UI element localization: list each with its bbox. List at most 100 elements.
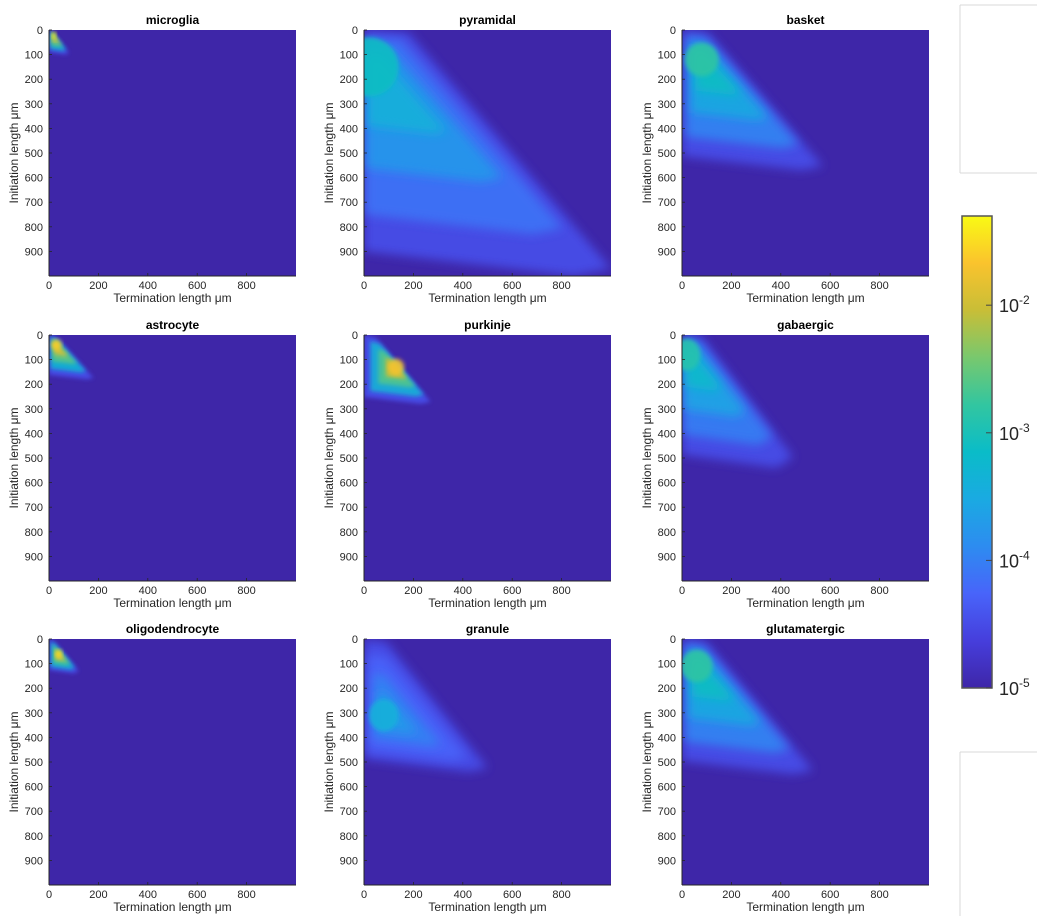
y-tick-label: 800 [25, 527, 43, 539]
y-tick-label: 900 [340, 551, 358, 563]
x-tick-label: 200 [404, 280, 422, 292]
y-tick-label: 800 [340, 222, 358, 234]
x-axis-label: Termination length μm [746, 291, 864, 305]
x-axis-label: Termination length μm [113, 596, 231, 610]
y-axis-label: Initiation length μm [7, 712, 21, 813]
x-tick-label: 800 [237, 585, 255, 597]
y-tick-label: 200 [658, 74, 676, 86]
y-axis-label: Initiation length μm [322, 103, 336, 204]
x-tick-label: 200 [722, 585, 740, 597]
x-axis-label: Termination length μm [746, 596, 864, 610]
y-tick-label: 200 [658, 379, 676, 391]
y-tick-label: 700 [658, 502, 676, 514]
y-tick-label: 400 [25, 428, 43, 440]
y-tick-label: 500 [25, 148, 43, 160]
x-tick-label: 400 [454, 280, 472, 292]
y-tick-label: 600 [658, 173, 676, 185]
y-tick-label: 0 [37, 25, 43, 37]
y-tick-label: 200 [25, 74, 43, 86]
y-tick-label: 600 [25, 478, 43, 490]
y-axis-label: Initiation length μm [640, 408, 654, 509]
y-tick-label: 900 [658, 551, 676, 563]
x-tick-label: 600 [503, 280, 521, 292]
x-tick-label: 0 [679, 889, 685, 901]
y-tick-label: 800 [25, 831, 43, 843]
panel-basket: basket 0 200 400 600 800 0 100 200 300 400 500 600 70… [640, 13, 929, 305]
y-tick-label: 500 [340, 757, 358, 769]
y-tick-label: 800 [340, 527, 358, 539]
density-peak [51, 339, 62, 351]
x-tick-label: 800 [552, 585, 570, 597]
heatmap-background [49, 639, 296, 885]
y-tick-label: 100 [25, 50, 43, 62]
y-tick-label: 0 [670, 330, 676, 342]
panel-title: astrocyte [146, 318, 200, 332]
y-tick-label: 800 [658, 222, 676, 234]
x-tick-label: 800 [552, 280, 570, 292]
panel-oligodendrocyte: oligodendrocyte 0 200 400 600 800 0 100 200 300 40… [7, 622, 296, 914]
density-peak [51, 31, 57, 38]
y-axis-label: Initiation length μm [7, 408, 21, 509]
y-tick-label: 600 [25, 173, 43, 185]
y-axis-label: Initiation length μm [322, 408, 336, 509]
y-tick-label: 400 [340, 123, 358, 135]
x-axis-label: Termination length μm [428, 900, 546, 914]
y-tick-label: 100 [340, 50, 358, 62]
y-tick-label: 400 [25, 732, 43, 744]
y-tick-label: 700 [340, 197, 358, 209]
y-tick-label: 100 [25, 355, 43, 367]
density-region [52, 33, 59, 42]
y-tick-label: 300 [340, 99, 358, 111]
y-tick-label: 400 [658, 123, 676, 135]
x-tick-label: 800 [552, 889, 570, 901]
density-peak [684, 42, 719, 77]
y-tick-label: 800 [340, 831, 358, 843]
panel-title: granule [466, 622, 510, 636]
y-tick-label: 500 [25, 757, 43, 769]
y-tick-label: 300 [340, 708, 358, 720]
y-tick-label: 0 [352, 634, 358, 646]
y-tick-label: 700 [340, 502, 358, 514]
colorbar: 10-2 10-3 10-4 10-5 [961, 215, 1030, 699]
x-tick-label: 400 [139, 585, 157, 597]
panel-title: pyramidal [459, 13, 516, 27]
panel-title: basket [786, 13, 824, 27]
x-tick-label: 0 [361, 585, 367, 597]
y-tick-label: 0 [352, 25, 358, 37]
x-tick-label: 200 [722, 889, 740, 901]
x-tick-label: 0 [361, 889, 367, 901]
x-tick-label: 600 [188, 889, 206, 901]
x-tick-label: 200 [404, 889, 422, 901]
x-tick-label: 200 [404, 585, 422, 597]
y-tick-label: 700 [25, 806, 43, 818]
y-tick-label: 600 [340, 478, 358, 490]
y-axis-label: Initiation length μm [322, 712, 336, 813]
colorbar-tick-label: 10-5 [999, 676, 1030, 699]
panel-purkinje: purkinje 0 200 400 600 800 0 100 200 300 400 500 600… [322, 318, 611, 610]
y-tick-label: 400 [658, 732, 676, 744]
y-tick-label: 100 [340, 659, 358, 671]
x-axis-label: Termination length μm [428, 596, 546, 610]
x-tick-label: 600 [821, 585, 839, 597]
x-tick-label: 400 [139, 889, 157, 901]
panel-title: gabaergic [777, 318, 834, 332]
density-peak [682, 338, 701, 371]
x-tick-label: 200 [89, 889, 107, 901]
y-tick-label: 700 [658, 806, 676, 818]
x-tick-label: 600 [821, 889, 839, 901]
y-tick-label: 100 [658, 659, 676, 671]
y-tick-label: 600 [658, 782, 676, 794]
x-tick-label: 600 [821, 280, 839, 292]
y-tick-label: 900 [25, 855, 43, 867]
x-tick-label: 0 [46, 280, 52, 292]
y-tick-label: 900 [340, 246, 358, 258]
y-tick-label: 300 [25, 404, 43, 416]
y-tick-label: 600 [658, 478, 676, 490]
x-tick-label: 400 [772, 585, 790, 597]
y-tick-label: 400 [658, 428, 676, 440]
y-tick-label: 500 [340, 148, 358, 160]
colorbar-gradient [961, 215, 993, 689]
x-axis-label: Termination length μm [428, 291, 546, 305]
y-tick-label: 200 [658, 683, 676, 695]
